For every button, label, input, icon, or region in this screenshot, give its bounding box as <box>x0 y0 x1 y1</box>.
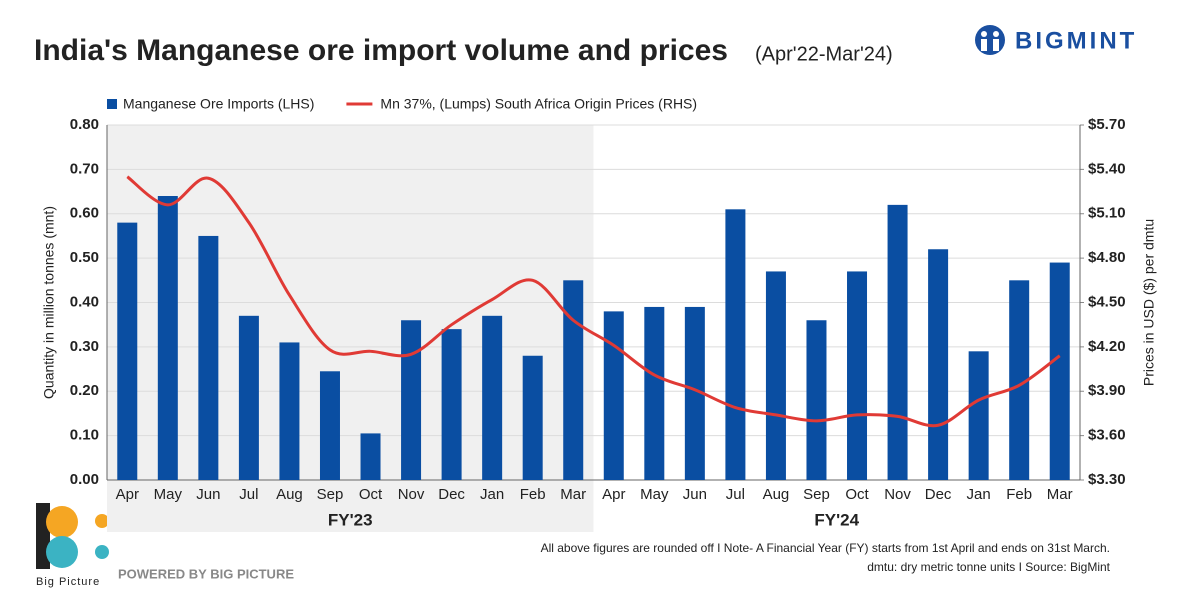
x-tick-label: Aug <box>763 486 790 503</box>
x-tick-label: May <box>640 486 669 503</box>
x-tick-label: Feb <box>520 486 546 503</box>
x-tick-label: Apr <box>602 486 625 503</box>
x-tick-label: Jul <box>239 486 258 503</box>
group-shade <box>107 480 594 532</box>
bar <box>765 271 786 480</box>
x-tick-label: Jun <box>683 486 707 503</box>
x-tick-label: Oct <box>845 486 869 503</box>
x-tick-label: Sep <box>317 486 344 503</box>
y-tick-label: 0.10 <box>70 427 99 444</box>
footnote: All above figures are rounded off I Note… <box>541 541 1110 555</box>
y2-tick-label: $5.70 <box>1088 116 1126 133</box>
x-tick-label: Aug <box>276 486 303 503</box>
bar <box>887 204 908 480</box>
x-tick-label: May <box>154 486 183 503</box>
y-tick-label: 0.40 <box>70 293 99 310</box>
bar <box>360 433 381 480</box>
x-tick-label: Jun <box>196 486 220 503</box>
legend-label: Manganese Ore Imports (LHS) <box>123 96 314 112</box>
y-axis-label: Quantity in million tonnes (mnt) <box>41 206 57 399</box>
x-tick-label: Mar <box>560 486 586 503</box>
y2-tick-label: $4.20 <box>1088 338 1126 355</box>
chart-title: India's Manganese ore import volume and … <box>34 34 728 67</box>
chart-subtitle: (Apr'22-Mar'24) <box>755 43 893 65</box>
bar <box>725 209 746 480</box>
footnote: dmtu: dry metric tonne units I Source: B… <box>867 560 1110 574</box>
legend-label: Mn 37%, (Lumps) South Africa Origin Pric… <box>380 96 697 112</box>
bar <box>684 306 705 480</box>
brand-logo: BIGMINT <box>975 25 1137 55</box>
brand-name: BIGMINT <box>1015 27 1137 54</box>
bar <box>319 371 340 480</box>
y2-tick-label: $3.30 <box>1088 471 1126 488</box>
bar <box>1009 280 1030 480</box>
x-tick-label: Oct <box>359 486 383 503</box>
bar <box>563 280 584 480</box>
y-tick-label: 0.20 <box>70 382 99 399</box>
x-tick-label: Feb <box>1006 486 1032 503</box>
bar <box>522 355 543 480</box>
legend-swatch <box>107 99 117 109</box>
bar <box>847 271 868 480</box>
price-line <box>126 175 1061 428</box>
bar <box>644 306 665 480</box>
bar <box>1049 262 1070 480</box>
y2-axis-label: Prices in USD ($) per dmtu <box>1141 219 1157 386</box>
bar <box>968 351 989 480</box>
y-tick-label: 0.30 <box>70 338 99 355</box>
bar <box>279 342 300 480</box>
x-tick-label: Jan <box>480 486 504 503</box>
bar <box>482 315 503 480</box>
x-tick-label: Dec <box>438 486 465 503</box>
bp-logo-text: Big Picture <box>36 576 100 588</box>
x-tick-label: Apr <box>116 486 139 503</box>
y-tick-label: 0.50 <box>70 249 99 266</box>
group-label: FY'23 <box>328 510 373 529</box>
bar <box>238 315 259 480</box>
x-tick-label: Jan <box>967 486 991 503</box>
x-tick-label: Nov <box>884 486 911 503</box>
y2-tick-label: $3.90 <box>1088 382 1126 399</box>
y-tick-label: 0.00 <box>70 471 99 488</box>
y-tick-label: 0.80 <box>70 116 99 133</box>
x-tick-label: Sep <box>803 486 830 503</box>
bp-logo: Big Picture <box>36 503 109 588</box>
bar <box>157 196 178 480</box>
y-tick-label: 0.60 <box>70 205 99 222</box>
y2-tick-label: $4.80 <box>1088 249 1126 266</box>
y2-tick-label: $4.50 <box>1088 293 1126 310</box>
y-tick-label: 0.70 <box>70 160 99 177</box>
x-tick-label: Dec <box>925 486 952 503</box>
x-tick-label: Mar <box>1047 486 1073 503</box>
bar <box>928 249 949 480</box>
powered-by: POWERED BY BIG PICTURE <box>118 566 294 581</box>
group-label: FY'24 <box>814 510 859 529</box>
x-tick-label: Nov <box>398 486 425 503</box>
bar <box>401 320 422 480</box>
bar <box>806 320 827 480</box>
bar <box>603 311 624 480</box>
bar <box>198 235 219 480</box>
y2-tick-label: $3.60 <box>1088 427 1126 444</box>
y2-tick-label: $5.10 <box>1088 205 1126 222</box>
bar <box>117 222 138 480</box>
bar <box>441 329 462 480</box>
y2-tick-label: $5.40 <box>1088 160 1126 177</box>
x-tick-label: Jul <box>726 486 745 503</box>
